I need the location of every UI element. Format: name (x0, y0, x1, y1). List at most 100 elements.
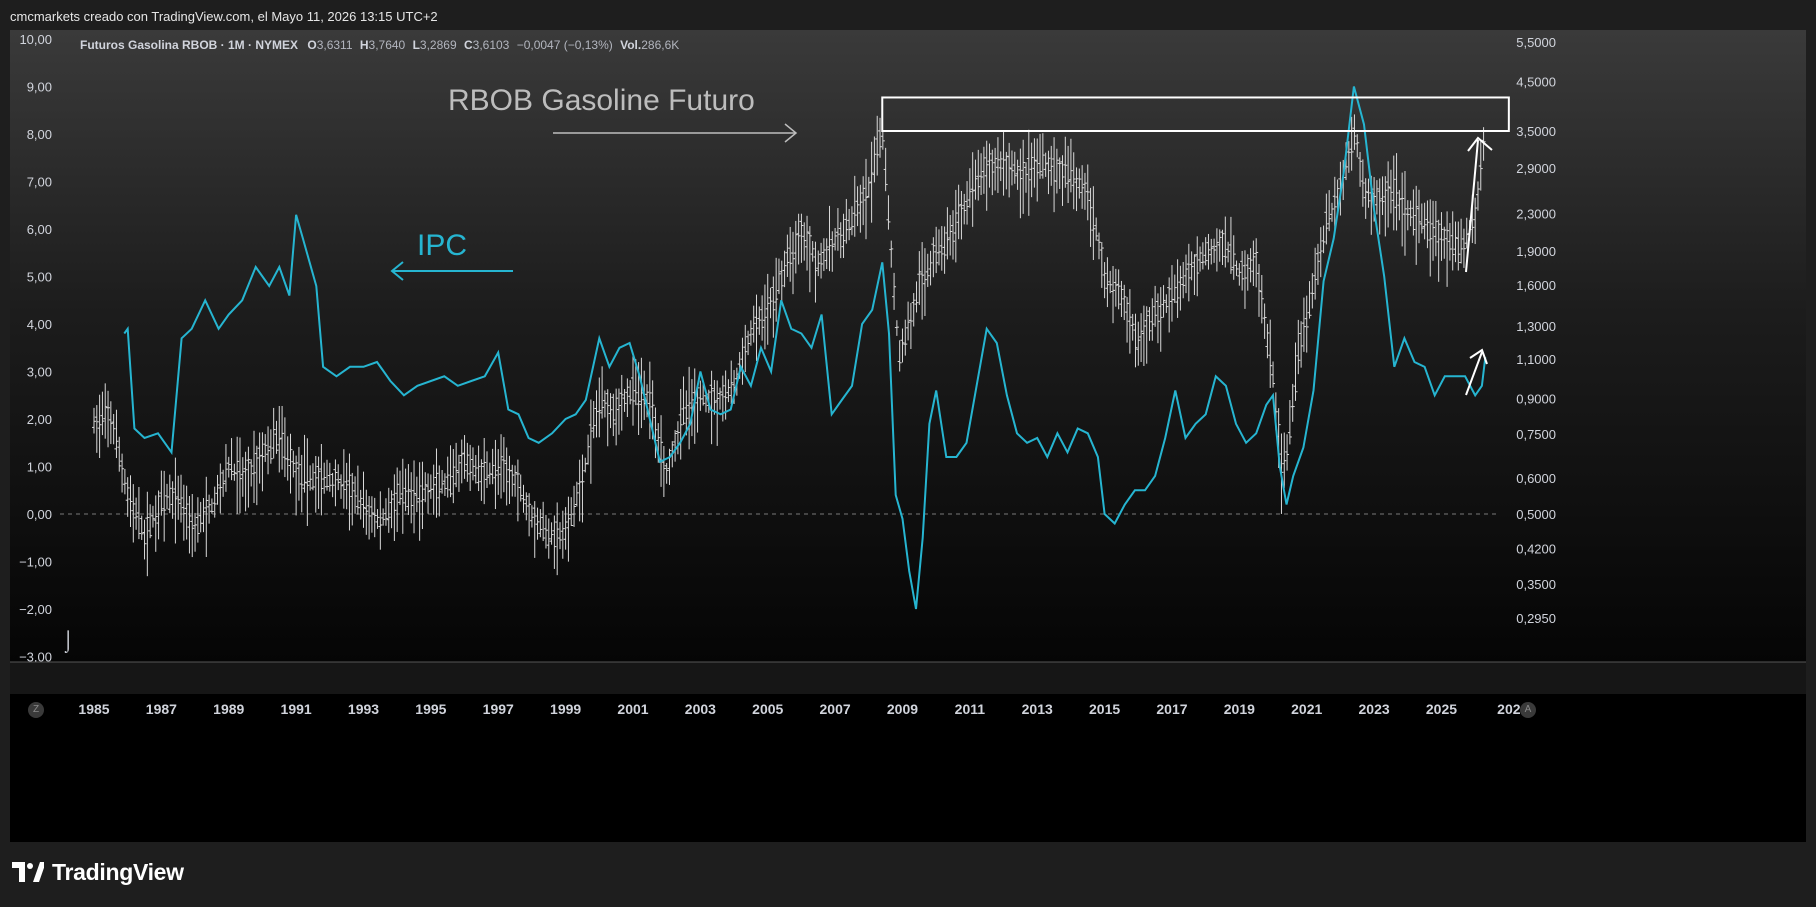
rbob-bar (580, 454, 585, 523)
rbob-bar (1200, 242, 1205, 270)
rbob-bar (476, 445, 481, 492)
rbob-bar (1085, 164, 1090, 221)
rbob-bar (1248, 248, 1253, 283)
rbob-bar (970, 152, 975, 227)
left-axis[interactable]: 10,00 9,00 8,00 7,00 6,00 5,00 4,00 3,00 2,00 1,0… (19, 32, 52, 665)
rbob-bar (226, 456, 231, 478)
rbob-bar (277, 405, 282, 473)
rbob-bar (167, 474, 172, 514)
chart-area[interactable]: 10,00 9,00 8,00 7,00 6,00 5,00 4,00 3,00 2,00 1,0… (10, 30, 1806, 842)
rbob-bar (591, 400, 596, 439)
rbob-bar (454, 442, 459, 488)
rbob-bar (1394, 153, 1399, 231)
tradingview-logo[interactable]: TradingView (12, 856, 184, 888)
rbob-bar (420, 461, 425, 530)
rbob-bar (869, 141, 874, 223)
rbob-bar (170, 481, 175, 519)
rbob-bar (771, 276, 776, 338)
rbob-bar (951, 210, 956, 260)
up-arrowhead-cpi (1469, 348, 1488, 365)
rbob-bar (746, 330, 751, 356)
rbob-bar (529, 505, 534, 528)
rbob-bar (344, 462, 349, 510)
left-axis-tick-label: 7,00 (27, 175, 52, 190)
time-axis-area[interactable] (10, 694, 1806, 842)
time-axis-tick-label: 1985 (78, 701, 109, 717)
rbob-bar (1447, 223, 1452, 261)
rbob-bar (998, 151, 1003, 182)
left-axis-tick-label: −1,00 (19, 555, 52, 570)
zoom-button[interactable]: Z (28, 702, 44, 718)
rbob-bar (1358, 152, 1363, 187)
rbob-bar (922, 248, 927, 316)
rbob-bar (1265, 323, 1270, 359)
right-axis-tick-label: 0,7500 (1516, 427, 1556, 442)
rbob-bar (1178, 265, 1183, 311)
rbob-bar (181, 484, 186, 541)
rbob-bar (813, 241, 818, 303)
rbob-bar (555, 502, 560, 576)
rbob-bar (1431, 200, 1436, 261)
rbob-bar (762, 284, 767, 350)
symbol-legend[interactable]: Futuros Gasolina RBOB · 1M · NYMEX O3,63… (80, 38, 679, 52)
rbob-bar (684, 390, 689, 436)
left-axis-tick-label: 1,00 (27, 460, 52, 475)
rbob-bar (1237, 263, 1242, 286)
rbob-bar (417, 462, 422, 541)
rbob-bar (347, 453, 352, 531)
rbob-bar (207, 494, 212, 524)
rbob-bar (392, 474, 397, 542)
time-axis-tick-label: 1997 (483, 701, 514, 717)
rbob-bar (117, 436, 122, 472)
rbob-bar (100, 391, 105, 436)
chart-svg[interactable]: 10,00 9,00 8,00 7,00 6,00 5,00 4,00 3,00 2,00 1,0… (10, 30, 1806, 842)
rbob-annotation: RBOB Gasoline Futuro (448, 84, 755, 117)
rbob-bar (389, 490, 394, 529)
rbob-bar (802, 222, 807, 261)
rbob-bar (136, 486, 141, 540)
rbob-bar (549, 522, 554, 545)
rbob-bar (1324, 193, 1329, 245)
rbob-bar (1310, 273, 1315, 309)
rbob-bar (920, 242, 925, 320)
rbob-bar (1043, 152, 1048, 177)
rbob-bar (1321, 225, 1326, 254)
rbob-bar (285, 436, 290, 481)
rbob-bar (931, 237, 936, 278)
rbob-bar (1268, 319, 1273, 388)
rbob-bar (316, 456, 321, 509)
rbob-bar (305, 438, 310, 526)
rbob-bar (1094, 217, 1099, 241)
rbob-bar (1377, 178, 1382, 235)
rbob-bar (1226, 241, 1231, 263)
right-axis-tick-label: 2,3000 (1516, 207, 1556, 222)
rbob-bar (928, 250, 933, 286)
rbob-bar (1018, 148, 1023, 219)
rbob-bar (1026, 129, 1031, 216)
right-axis[interactable]: 5,5000 4,5000 3,5000 2,9000 2,3000 1,9000 1,60… (1516, 35, 1556, 626)
rbob-bar (1150, 298, 1155, 341)
rbob-bar (263, 434, 268, 462)
close-label: C (463, 38, 473, 52)
rbob-bar (852, 175, 857, 237)
rbob-bar (1329, 202, 1334, 222)
time-axis[interactable]: 1985 1987 1989 1991 1993 1995 1997 1999 2001 2003… (78, 701, 1520, 717)
rbob-bar (1318, 227, 1323, 278)
rbob-bar (543, 514, 548, 549)
rbob-bar (302, 434, 307, 493)
rbob-bar (1296, 319, 1301, 375)
rbob-bar (1071, 152, 1076, 210)
auto-scale-button[interactable]: A (1520, 702, 1536, 718)
rbob-bar (667, 448, 672, 485)
rbob-bar (232, 463, 237, 481)
rbob-bar (148, 504, 153, 539)
time-axis-tick-label: 2025 (1426, 701, 1457, 717)
rbob-bar (176, 475, 181, 520)
left-axis-tick-label: 9,00 (27, 80, 52, 95)
rbob-bar (383, 498, 388, 526)
rbob-bar (1130, 313, 1135, 341)
rbob-bar (535, 507, 540, 540)
rbob-bar (280, 405, 285, 470)
rbob-bar (445, 456, 450, 498)
rbob-bar (145, 491, 150, 577)
